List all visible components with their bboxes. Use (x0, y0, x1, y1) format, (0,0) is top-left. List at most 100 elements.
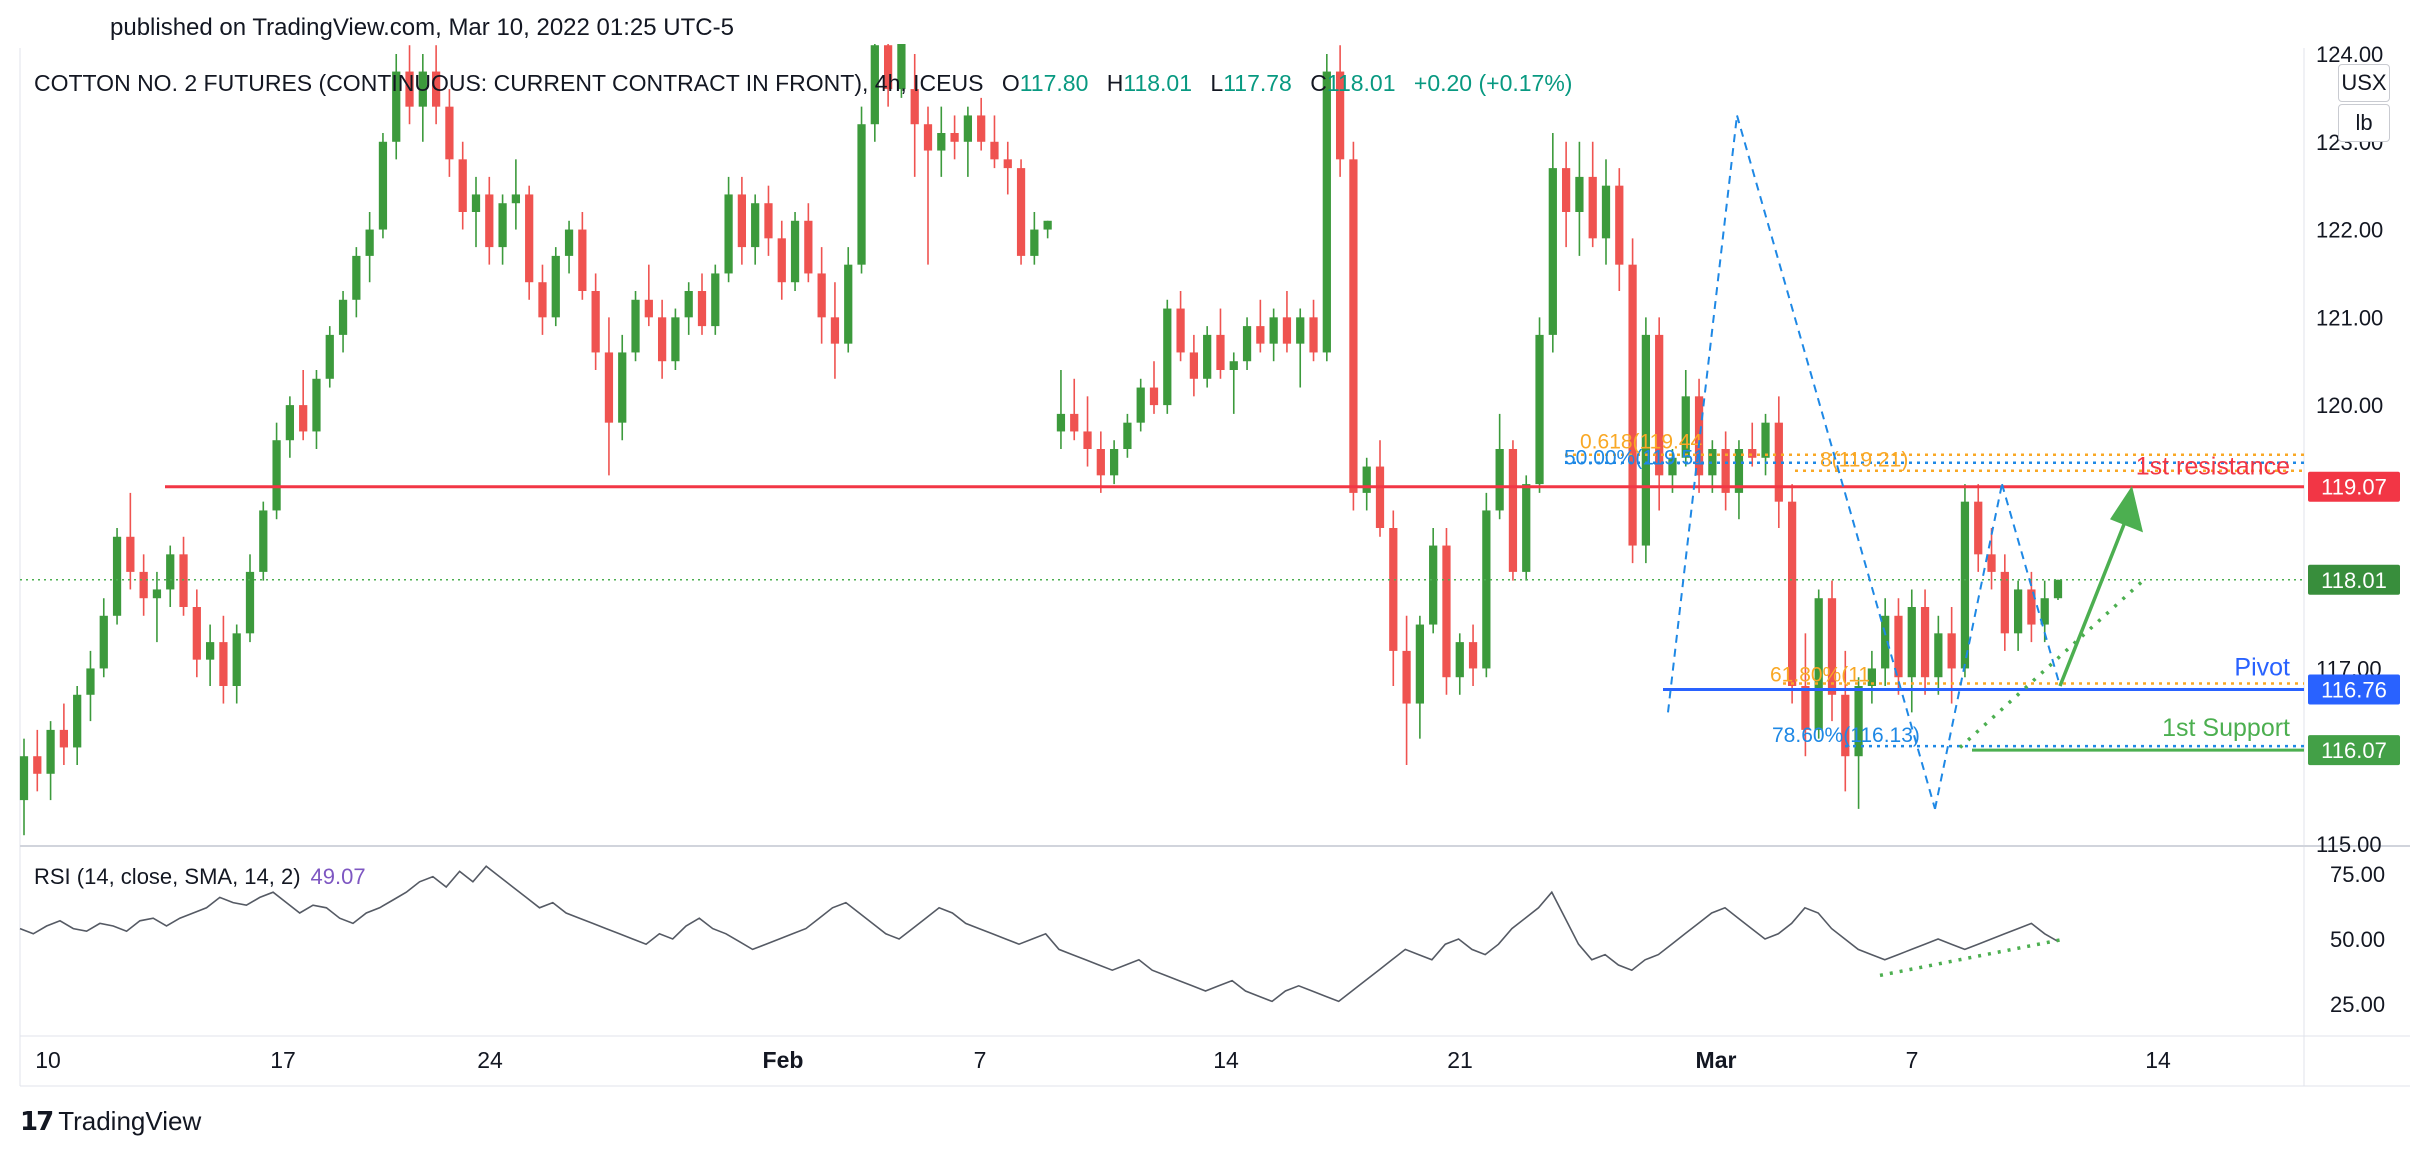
candle-body (1136, 387, 1145, 423)
candle-body (2013, 589, 2023, 634)
candle-body (458, 159, 467, 212)
candle-body (1934, 633, 1943, 678)
symbol-title: COTTON NO. 2 FUTURES (CONTINUOUS: CURREN… (34, 70, 984, 96)
pattern-dashed-line (2001, 483, 2061, 687)
pivot-annotation: Pivot (2234, 654, 2290, 682)
candle-body (338, 299, 348, 335)
candle-body (33, 756, 42, 774)
candle-body (963, 115, 973, 142)
pattern-dashed-line (1844, 492, 1936, 810)
currency-unit-button[interactable]: USX (2338, 64, 2390, 102)
candle-body (99, 615, 108, 669)
candle-body (551, 255, 560, 318)
time-tick-label: 21 (1447, 1047, 1473, 1073)
candle-body (1083, 431, 1092, 449)
candle-body (1070, 413, 1079, 432)
pivot-price-tag: 116.76 (2321, 678, 2387, 703)
candle-body (2040, 598, 2049, 625)
candle-body (764, 203, 773, 239)
candle-body (844, 264, 853, 344)
candle-body (591, 291, 600, 353)
candle-body (1641, 334, 1651, 546)
candle-body (1827, 598, 1837, 695)
candle-body (1482, 510, 1491, 669)
rsi-title: RSI (14, close, SMA, 14, 2) (34, 864, 301, 889)
candle-body (1588, 176, 1597, 239)
fib-0618-label: 0.618(119.44 (1580, 431, 1703, 454)
low-label: L (1210, 70, 1224, 96)
candle-body (352, 255, 361, 300)
tradingview-logo-icon: 𝟭𝟳 (20, 1106, 54, 1136)
candle-body (1269, 317, 1278, 344)
close-value: 118.01 (1326, 70, 1396, 96)
rsi-series-line (19, 865, 2059, 1003)
candle-body (139, 571, 148, 599)
time-tick-label: 24 (477, 1047, 503, 1073)
candle-body (897, 44, 906, 90)
candle-body (1681, 396, 1690, 458)
open-label: O (1001, 70, 1020, 96)
pattern-dashed-line (1667, 115, 1738, 713)
candle-body (232, 633, 241, 686)
candle-body (73, 694, 82, 748)
candle-body (1721, 449, 1730, 493)
candle-body (1947, 633, 1956, 669)
candle-body (977, 115, 986, 142)
candle-body (1043, 220, 1052, 230)
candle-body (1495, 449, 1504, 511)
candle-body (564, 229, 574, 256)
candle-body (2000, 571, 2009, 634)
time-tick-label: 7 (974, 1047, 987, 1073)
candle-body (205, 642, 215, 660)
candle-body (1628, 264, 1637, 546)
candle-body (1960, 501, 1970, 669)
candle-body (1242, 326, 1252, 362)
candle-body (1176, 308, 1185, 353)
candle-body (790, 220, 800, 283)
candle-body (86, 668, 95, 695)
candle-body (2027, 589, 2036, 625)
candle-body (990, 141, 999, 160)
candle-body (777, 238, 786, 283)
candle-body (1881, 615, 1890, 669)
measure-unit-button[interactable]: lb (2338, 104, 2390, 142)
candle-body (152, 589, 162, 599)
candle-body (498, 203, 507, 248)
candle-body (1203, 334, 1212, 379)
support-trend-dotted (1958, 579, 2145, 749)
candle-body (1801, 686, 1810, 730)
time-tick-label: Feb (763, 1047, 804, 1073)
candle-body (1867, 668, 1877, 686)
candle-body (471, 194, 481, 212)
symbol-legend: COTTON NO. 2 FUTURES (CONTINUOUS: CURREN… (34, 70, 1572, 97)
candle-body (604, 352, 614, 423)
rsi-value: 49.07 (310, 864, 366, 889)
candle-body (1522, 484, 1531, 572)
candle-body (19, 756, 29, 801)
brand-footer[interactable]: 𝟭𝟳 TradingView (20, 1106, 201, 1137)
rsi-trend-dotted (1879, 937, 2066, 978)
candle-body (1748, 449, 1757, 458)
candle-body (418, 71, 427, 107)
candle-body (1561, 168, 1571, 212)
candle-body (857, 124, 866, 265)
candle-body (1415, 624, 1425, 704)
candle-body (950, 133, 959, 142)
rsi-legend: RSI (14, close, SMA, 14, 2) 49.07 (34, 864, 366, 890)
candle-body (166, 554, 175, 590)
candle-body (684, 291, 693, 318)
candle-body (325, 334, 334, 379)
candle-body (365, 229, 374, 256)
fib-0786-label: 8(119.21) (1820, 449, 1908, 472)
candle-body (1030, 229, 1039, 256)
resistance-price-tag: 119.07 (2321, 475, 2387, 500)
candle-body (179, 554, 188, 607)
candle-body (1056, 413, 1066, 432)
candle-body (1548, 168, 1557, 335)
time-tick-label: Mar (1696, 1047, 1737, 1073)
candle-body (1402, 650, 1411, 704)
support-price-tag: 116.07 (2321, 738, 2387, 763)
open-value: 117.80 (1019, 70, 1089, 96)
